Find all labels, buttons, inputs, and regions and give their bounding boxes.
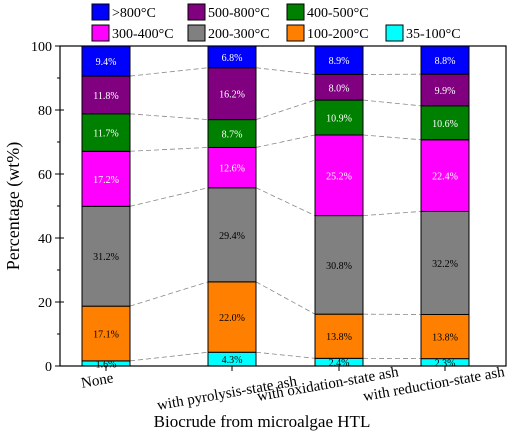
data-label-500-800-c-4: 9.9% [435,86,456,97]
legend-swatch [187,24,206,42]
data-label-100-200-c-3: 13.8% [326,332,352,343]
bar-800-c-4 [420,45,470,75]
data-label-200-300-c-3: 30.8% [326,261,352,272]
y-tick-label: 40 [38,232,52,247]
y-tick-label: 0 [45,360,52,375]
x-tick-label-1: None [80,370,115,391]
legend-label: 100-200°C [307,27,369,42]
legend-label: 500-800°C [208,6,270,21]
data-label-200-300-c-1: 31.2% [93,252,119,263]
connector-line [129,113,209,120]
connector-line [129,281,209,307]
legend-swatch [91,24,110,42]
data-label-300-400-c-2: 12.6% [219,164,245,175]
data-label-400-500-c-3: 10.9% [326,114,352,125]
connector-lines [129,67,422,362]
bar-300-400-c-1 [81,150,131,207]
data-label-200-300-c-4: 32.2% [432,259,458,270]
legend-item-300-400-c: 300-400°C [91,24,174,42]
data-label-800-c-2: 6.8% [222,53,243,64]
data-label-100-200-c-1: 17.1% [93,330,119,341]
bars: 1.6% 4.3% 2.4% 2.3% 17.1% 22.0% 13.8% 13.8% 31.2… [81,45,470,370]
data-label-500-800-c-1: 11.8% [93,91,118,102]
legend-swatch [286,3,305,21]
y-tick-label: 80 [38,104,52,119]
y-tick-label: 100 [31,40,52,55]
data-label-35-100-c-2: 4.3% [222,355,243,366]
legend-item-800-c: >800°C [91,3,156,21]
data-label-400-500-c-4: 10.6% [432,119,458,130]
bar-200-300-c-1 [81,205,131,307]
connector-line [362,211,422,216]
legend-swatch [187,3,206,21]
data-label-500-800-c-3: 8.0% [329,83,350,94]
connector-line [255,134,316,148]
bar-800-c-1 [81,45,131,77]
data-label-100-200-c-2: 22.0% [219,313,245,324]
connector-line [129,147,209,152]
legend-item-500-800-c: 500-800°C [187,3,270,21]
y-axis-label: Percentage (wt%) [3,142,24,270]
connector-line [255,351,316,359]
bar-800-c-3 [314,45,364,75]
connector-line [255,281,316,315]
data-label-300-400-c-1: 17.2% [93,175,119,186]
connector-line [255,67,316,75]
legend-label: >800°C [112,6,156,21]
bar-300-400-c-3 [314,134,364,217]
bar-100-200-c-3 [314,313,364,359]
legend-item-35-100-c: 35-100°C [385,24,461,42]
data-label-500-800-c-2: 16.2% [219,90,245,101]
connector-line [362,134,422,141]
data-label-800-c-4: 8.8% [435,56,456,67]
legend: >800°C 500-800°C 400-500°C 300-400°C 200-300… [91,3,461,42]
data-label-35-100-c-3: 2.4% [329,358,350,369]
connector-line [255,99,316,120]
data-label-300-400-c-4: 22.4% [432,172,458,183]
legend-item-100-200-c: 100-200°C [286,24,369,42]
legend-swatch [91,3,110,21]
data-label-300-400-c-3: 25.2% [326,171,352,182]
y-tick-label: 60 [38,168,52,183]
data-label-400-500-c-2: 8.7% [222,130,243,141]
legend-label: 35-100°C [406,27,461,42]
legend-label: 200-300°C [208,27,270,42]
bar-100-200-c-1 [81,305,131,362]
bar-300-400-c-4 [420,139,470,212]
legend-item-400-500-c: 400-500°C [286,3,369,21]
data-label-400-500-c-1: 11.7% [93,129,118,140]
legend-item-200-300-c: 200-300°C [187,24,270,42]
connector-line [362,99,422,107]
data-label-200-300-c-2: 29.4% [219,231,245,242]
bar-300-400-c-2 [207,146,257,189]
bar-200-300-c-4 [420,210,470,315]
legend-swatch [385,24,404,42]
bar-100-200-c-2 [207,281,257,353]
data-label-800-c-3: 8.9% [329,56,350,67]
legend-swatch [286,24,305,42]
bar-400-500-c-1 [81,113,131,152]
connector-line [129,67,209,77]
data-label-35-100-c-1: 1.6% [96,359,117,370]
data-label-800-c-1: 9.4% [96,57,117,68]
connector-line [129,351,209,362]
connector-line [129,187,209,207]
data-label-100-200-c-4: 13.8% [432,333,458,344]
legend-label: 300-400°C [112,27,174,42]
bar-500-800-c-4 [420,73,470,107]
bar-500-800-c-2 [207,67,257,121]
legend-label: 400-500°C [307,6,369,21]
x-axis-label: Biocrude from microalgae HTL [154,412,371,431]
bar-500-800-c-1 [81,75,131,115]
connector-line [255,187,316,216]
data-label-35-100-c-4: 2.3% [435,358,456,369]
y-tick-label: 20 [38,296,52,311]
